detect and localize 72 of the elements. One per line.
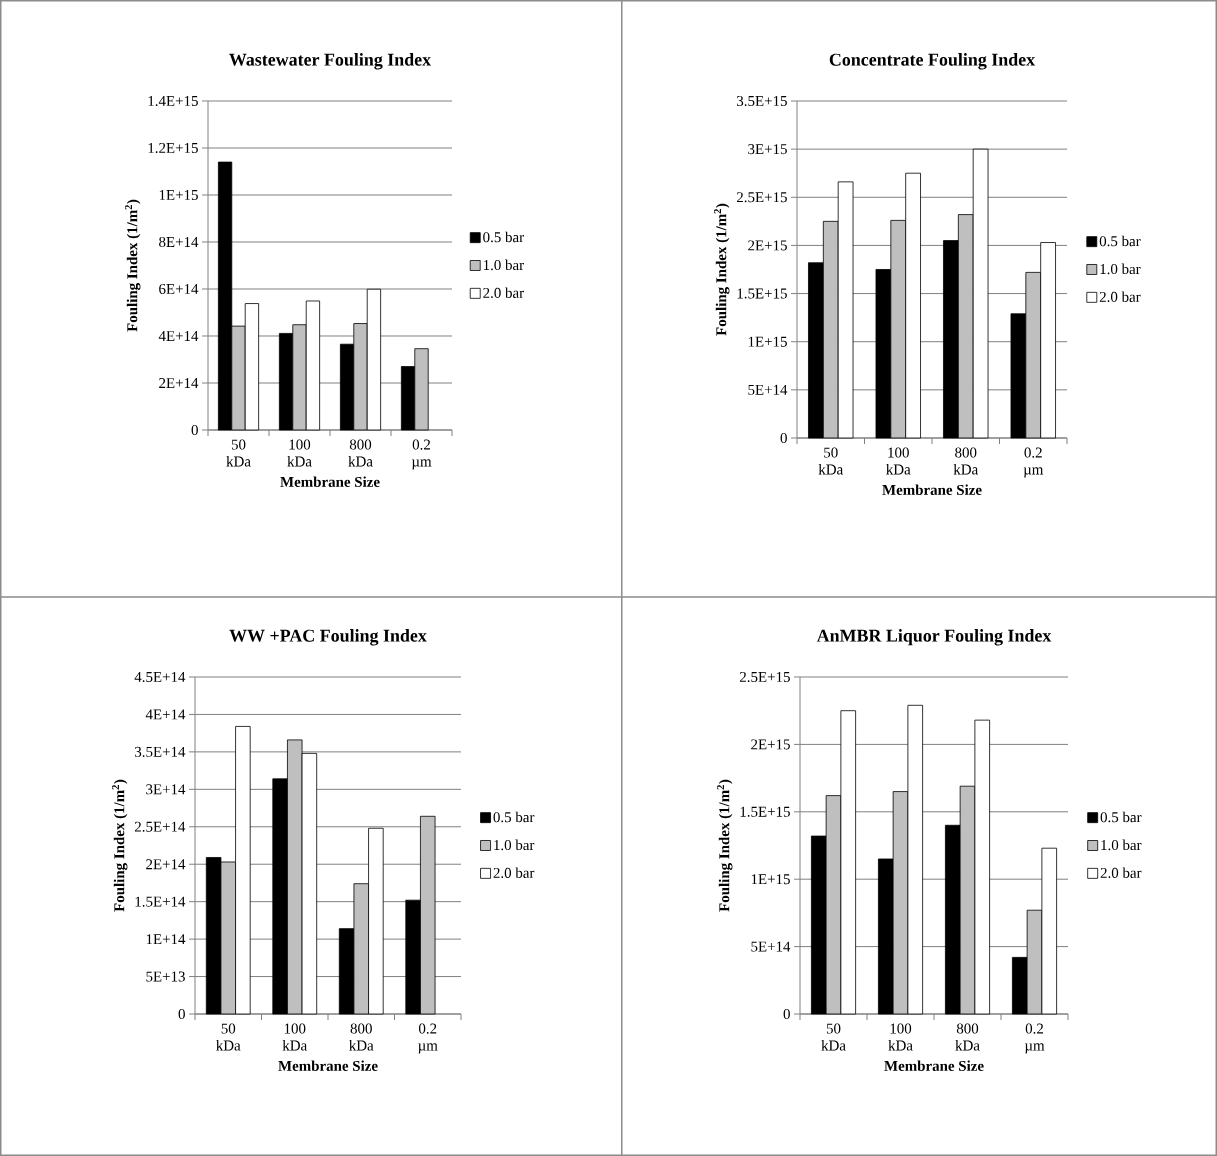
y-tick-label: 3E+15: [748, 144, 787, 155]
legend-label: 1.0 bar: [1101, 839, 1142, 851]
chart-title: Wastewater Fouling Index: [229, 53, 432, 70]
y-tick-label: 4E+14: [158, 331, 199, 341]
x-tick-label: 50 kDa: [216, 1023, 241, 1051]
x-tick-label: 100 kDa: [282, 1023, 307, 1051]
chart-title: AnMBR Liquor Fouling Index: [816, 629, 1052, 646]
y-tick-label: 5E+14: [748, 384, 788, 395]
y-tick-label: 4.5E+14: [134, 671, 186, 683]
legend-label: 2.0 bar: [1099, 291, 1141, 302]
x-tick-label: 100 kDa: [888, 1023, 913, 1051]
x-tick-label: 0.2 µm: [1023, 447, 1044, 478]
y-tick-label: 2E+14: [146, 859, 186, 870]
y-tick-label: 0: [780, 432, 787, 444]
y-tick-label: 2.5E+15: [736, 192, 787, 203]
x-axis-title: Membrane Size: [278, 1060, 378, 1071]
y-tick-label: 1E+15: [159, 189, 198, 200]
x-axis-title: Membrane Size: [882, 484, 982, 495]
legend-label: 2.0 bar: [1100, 867, 1142, 878]
y-tick-label: 1E+15: [751, 874, 790, 885]
y-tick-label: 1E+14: [146, 934, 186, 945]
x-axis-title: Membrane Size: [884, 1060, 984, 1071]
legend-label: 0.5 bar: [1100, 811, 1142, 823]
y-tick-label: 2E+15: [748, 240, 787, 251]
x-tick-label: 50 kDa: [821, 1023, 846, 1051]
legend-label: 0.5 bar: [1099, 235, 1141, 247]
x-tick-label: 800 kDa: [953, 447, 978, 475]
x-tick-label: 800 kDa: [349, 1023, 374, 1051]
x-tick-label: 0.2 µm: [418, 1023, 438, 1054]
y-tick-label: 4E+14: [145, 709, 186, 720]
y-tick-label: 3.5E+15: [737, 95, 787, 107]
legend-label: 2.0 bar: [493, 867, 535, 878]
y-tick-label: 2E+15: [751, 739, 790, 750]
y-tick-label: 1.4E+15: [148, 95, 198, 107]
x-tick-label: 100 kDa: [287, 439, 312, 467]
y-tick-label: 3E+14: [146, 784, 186, 795]
y-tick-label: 5E+13: [146, 971, 185, 982]
y-tick-label: 2.5E+14: [134, 821, 186, 832]
x-tick-label: 800 kDa: [955, 1023, 980, 1051]
chart-title: Concentrate Fouling Index: [829, 53, 1036, 70]
legend-label: 2.0 bar: [483, 287, 524, 298]
chart-title: WW +PAC Fouling Index: [229, 629, 427, 646]
y-tick-label: 1.2E+15: [148, 142, 198, 154]
legend-label: 0.5 bar: [483, 231, 524, 243]
y-axis-title: Fouling Index (1/m$^{2}$): [112, 779, 128, 912]
x-tick-label: 800 kDa: [348, 439, 373, 467]
y-tick-label: 2.5E+15: [739, 671, 790, 683]
y-tick-label: 1.5E+15: [737, 288, 787, 299]
y-axis-title: Fouling Index (1/m$^{2}$): [717, 779, 733, 912]
y-tick-label: 1E+15: [748, 336, 787, 347]
x-tick-label: 50 kDa: [226, 439, 251, 467]
y-tick-label: 6E+14: [159, 283, 199, 294]
y-tick-label: 0: [191, 424, 198, 436]
x-tick-label: 0.2 µm: [1024, 1023, 1045, 1054]
x-tick-label: 100 kDa: [886, 447, 911, 475]
y-tick-label: 8E+14: [159, 236, 199, 248]
legend-label: 1.0 bar: [483, 259, 524, 271]
x-tick-label: 0.2 µm: [411, 439, 432, 470]
y-axis-title: Fouling Index (1/m$^{2}$): [714, 203, 730, 336]
y-axis-title: Fouling Index (1/m$^{2}$): [125, 199, 141, 332]
y-tick-label: 0: [178, 1008, 185, 1020]
legend-label: 1.0 bar: [494, 839, 535, 851]
x-tick-label: 50 kDa: [818, 447, 843, 475]
y-tick-label: 1.5E+14: [135, 896, 186, 907]
y-tick-label: 5E+14: [751, 941, 791, 952]
legend-label: 1.0 bar: [1100, 263, 1141, 275]
y-tick-label: 0: [783, 1008, 790, 1020]
legend-label: 0.5 bar: [493, 811, 535, 823]
y-tick-label: 3.5E+14: [135, 746, 186, 757]
x-axis-title: Membrane Size: [280, 476, 380, 487]
y-tick-label: 1.5E+15: [740, 806, 790, 817]
y-tick-label: 2E+14: [159, 378, 199, 388]
